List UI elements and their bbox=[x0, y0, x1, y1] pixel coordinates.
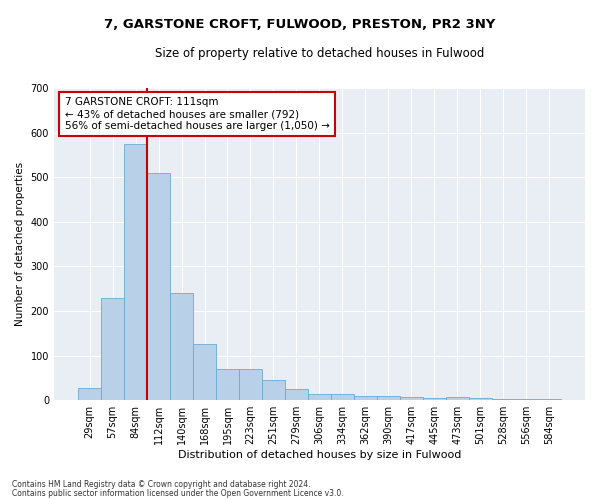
X-axis label: Distribution of detached houses by size in Fulwood: Distribution of detached houses by size … bbox=[178, 450, 461, 460]
Bar bbox=[239, 369, 262, 400]
Title: Size of property relative to detached houses in Fulwood: Size of property relative to detached ho… bbox=[155, 48, 484, 60]
Bar bbox=[400, 396, 423, 400]
Bar bbox=[446, 396, 469, 400]
Bar bbox=[377, 396, 400, 400]
Text: 7, GARSTONE CROFT, FULWOOD, PRESTON, PR2 3NY: 7, GARSTONE CROFT, FULWOOD, PRESTON, PR2… bbox=[104, 18, 496, 30]
Bar bbox=[331, 394, 354, 400]
Bar bbox=[101, 298, 124, 400]
Bar bbox=[469, 398, 492, 400]
Bar bbox=[538, 399, 561, 400]
Text: Contains public sector information licensed under the Open Government Licence v3: Contains public sector information licen… bbox=[12, 488, 344, 498]
Bar bbox=[308, 394, 331, 400]
Y-axis label: Number of detached properties: Number of detached properties bbox=[15, 162, 25, 326]
Bar bbox=[262, 380, 285, 400]
Bar bbox=[193, 344, 216, 400]
Text: 7 GARSTONE CROFT: 111sqm
← 43% of detached houses are smaller (792)
56% of semi-: 7 GARSTONE CROFT: 111sqm ← 43% of detach… bbox=[65, 98, 329, 130]
Text: Contains HM Land Registry data © Crown copyright and database right 2024.: Contains HM Land Registry data © Crown c… bbox=[12, 480, 311, 489]
Bar bbox=[147, 173, 170, 400]
Bar bbox=[124, 144, 147, 400]
Bar bbox=[285, 389, 308, 400]
Bar bbox=[423, 398, 446, 400]
Bar bbox=[78, 388, 101, 400]
Bar bbox=[216, 369, 239, 400]
Bar bbox=[170, 293, 193, 400]
Bar bbox=[354, 396, 377, 400]
